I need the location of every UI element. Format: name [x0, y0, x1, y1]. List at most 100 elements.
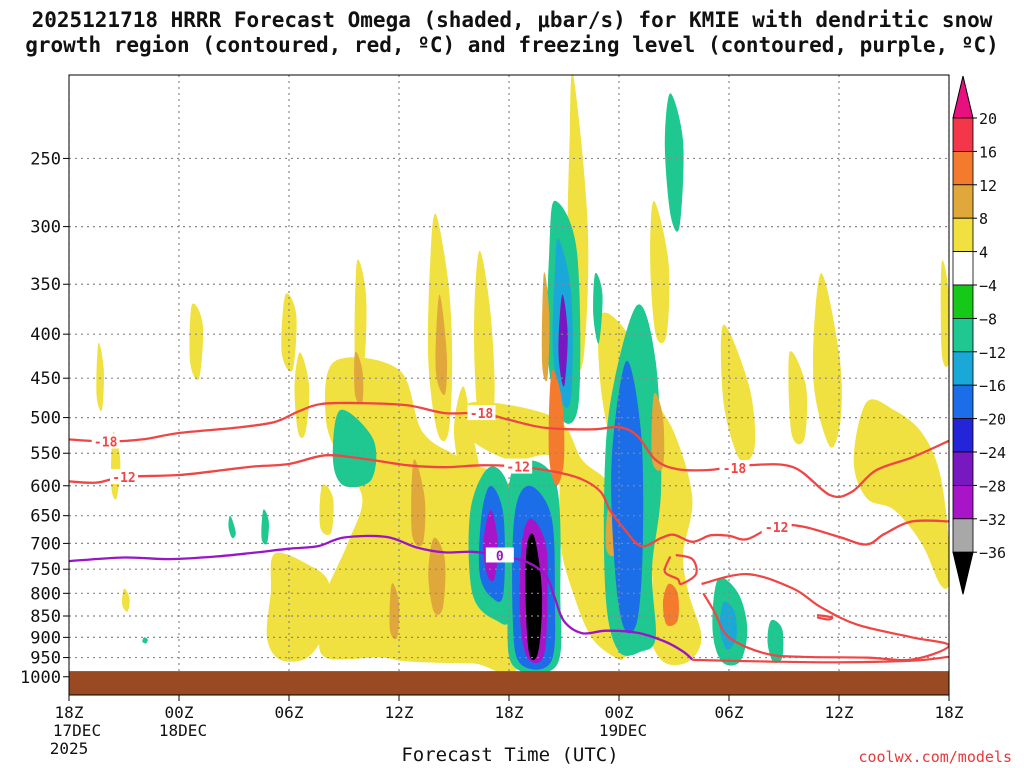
x-tick-label: 18Z: [935, 703, 964, 722]
y-tick-label: 850: [30, 607, 61, 627]
contour-label: 0: [496, 549, 504, 564]
omega-region-descent-1hr: [96, 342, 104, 412]
chart-title: 2025121718 HRRR Forecast Omega (shaded, …: [0, 8, 1024, 58]
omega-region-descent-lower-left: [266, 552, 331, 662]
y-tick-label: 700: [30, 534, 61, 554]
dgz-contour-line: [692, 655, 949, 664]
contour-line-0: [69, 534, 694, 661]
omega-region-descent-0530: [189, 303, 204, 380]
contour-label-bg: [485, 547, 514, 563]
contour-label-bg: [91, 433, 120, 449]
contour-label-bg: [719, 459, 750, 475]
colorbar-segment: [952, 251, 974, 286]
ground: [69, 671, 949, 695]
omega-region-descent-11z: [294, 352, 310, 438]
omega-region-descent-06z: [281, 293, 297, 372]
colorbar: 20 16 12 8 4 −4 −8 −12 −16 −20 −24 −28 −32 −36: [952, 75, 1006, 595]
contour-line--12: [69, 453, 949, 548]
omega-region-ascent-0030-green: [593, 272, 603, 344]
omega-region-descent-far-right: [853, 399, 949, 589]
contour-label-bg: [761, 519, 792, 535]
x-tick-label: 18Z: [55, 703, 84, 722]
omega-region-descent-pink-lower: [662, 583, 679, 627]
omega-region-descent-0930: [319, 484, 334, 536]
omega-region-descent-right-tall: [813, 273, 842, 448]
x-tick-label: 06Z: [275, 703, 304, 722]
chart-title-line2: growth region (contoured, red, ºC) and f…: [25, 33, 999, 57]
x-tick-year: 2025: [50, 739, 89, 758]
colorbar-label: −8: [979, 310, 997, 328]
y-tick-label: 400: [30, 325, 61, 345]
x-tick-label: 12Z: [385, 703, 414, 722]
omega-region-descent-upper-right: [650, 200, 670, 344]
y-tick-label: 650: [30, 507, 61, 527]
x-tick-date: 19DEC: [599, 721, 647, 740]
x-tick-date: 18DEC: [159, 721, 207, 740]
contour-label: -12: [506, 461, 529, 476]
temperature-contours: -18 -18 -12 -12 0 -18 -12: [69, 401, 949, 664]
omega-region-ascent-lobe-center: [525, 533, 543, 661]
omega-region-descent-broad-mid: [459, 401, 638, 661]
colorbar-label: 20: [979, 110, 997, 128]
y-tick-label: 600: [30, 477, 61, 497]
colorbar-segment: [952, 184, 974, 219]
y-tick-label: 750: [30, 560, 61, 580]
colorbar-top-triangle: [952, 75, 974, 119]
omega-region-ascent-lobe-left: [483, 509, 499, 582]
dgz-contour-line: [816, 614, 834, 621]
y-tick-label: 900: [30, 628, 61, 648]
dgz-contour-line: [663, 553, 698, 586]
colorbar-segment: [952, 518, 974, 553]
dgz-contour-line: [701, 572, 949, 662]
contour-label-bg: [110, 468, 138, 484]
x-tick-label: 18Z: [495, 703, 524, 722]
y-tick-label: 450: [30, 369, 61, 389]
y-tick-label: 300: [30, 218, 61, 238]
contour-label: -18: [94, 435, 118, 450]
omega-region-descent-10: [788, 351, 808, 445]
colorbar-label: −4: [979, 277, 997, 295]
omega-region-descent-edge-right: [940, 260, 949, 367]
y-tick-label: 1000: [20, 668, 61, 688]
colorbar-label: 16: [979, 143, 997, 161]
colorbar-segment: [952, 451, 974, 486]
x-axis-title: Forecast Time (UTC): [401, 744, 619, 766]
omega-region-descent-030: [122, 588, 130, 612]
y-tick-label: 800: [30, 584, 61, 604]
contour-label: -12: [765, 521, 788, 536]
colorbar-segment: [952, 484, 974, 520]
omega-region-descent-19z-tall: [474, 250, 495, 447]
y-tick-label: 250: [30, 149, 61, 169]
y-tick-label: 950: [30, 649, 61, 669]
plot-area: -18 -18 -12 -12 0 -18 -12: [68, 74, 950, 696]
contour-label: -18: [470, 407, 494, 422]
colorbar-segment: [952, 217, 974, 252]
colorbar-label: 4: [979, 244, 988, 262]
y-axis: 2503003504004505005506006507007508008509…: [20, 149, 69, 688]
omega-region-ascent-top-green: [664, 93, 684, 232]
contour-line--18: [69, 401, 949, 499]
colorbar-segment: [952, 284, 974, 319]
contour-label-bg: [504, 458, 533, 474]
contour-label: -18: [723, 462, 747, 477]
ground-fill: [69, 671, 949, 695]
y-tick-label: 350: [30, 275, 61, 295]
omega-region-ascent-09z-green: [767, 619, 784, 663]
source-credit: coolwx.com/models: [858, 748, 1012, 766]
colorbar-segment: [952, 351, 974, 386]
omega-region-ascent-mid-green: [332, 409, 377, 488]
y-tick-label: 500: [30, 409, 61, 429]
omega-region-ascent-small-1: [228, 515, 236, 539]
y-tick-label: 550: [30, 444, 61, 464]
colorbar-label: 12: [979, 177, 997, 195]
colorbar-label: −24: [979, 444, 1006, 462]
x-tick-label: 00Z: [165, 703, 194, 722]
colorbar-label: −36: [979, 544, 1006, 562]
omega-region-descent-16z: [354, 570, 388, 658]
omega-region-descent-orange-1: [435, 294, 448, 395]
colorbar-label: −32: [979, 511, 1006, 529]
chart-title-line1: 2025121718 HRRR Forecast Omega (shaded, …: [31, 8, 993, 32]
omega-region-descent-orange-7: [541, 272, 550, 382]
